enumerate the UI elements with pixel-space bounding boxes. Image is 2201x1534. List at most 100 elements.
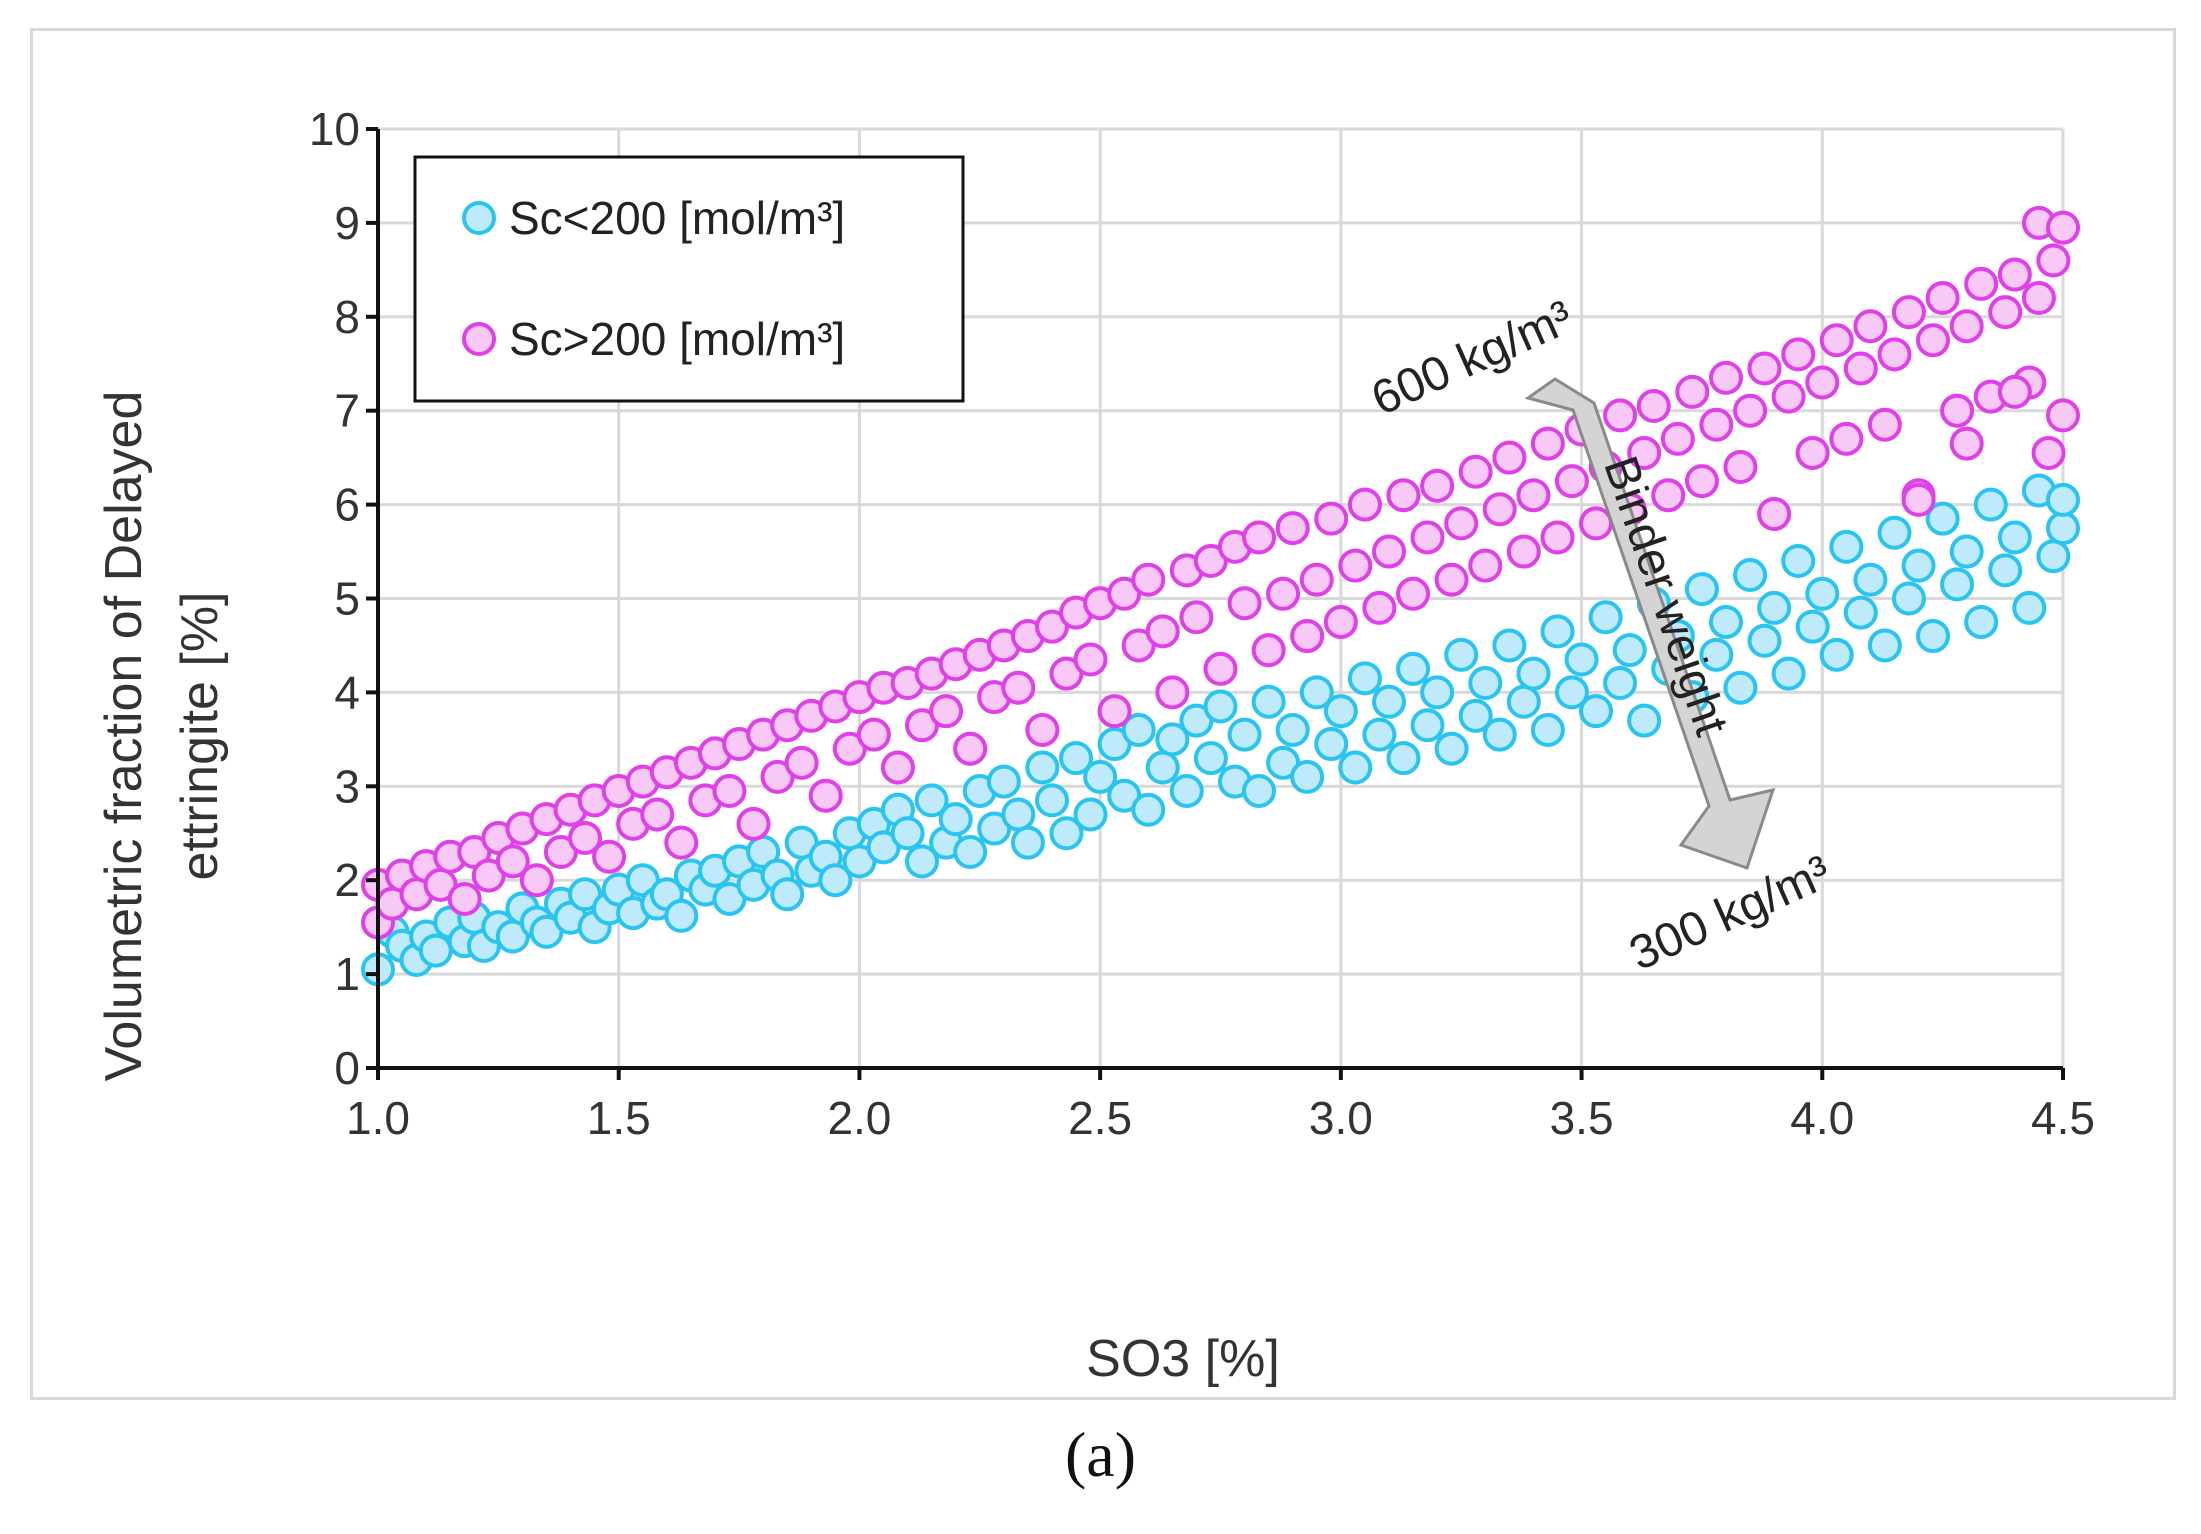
point-sc-greater-200 — [1444, 506, 1479, 541]
point-sc-greater-200 — [856, 717, 891, 752]
y-tick-label: 1 — [334, 948, 360, 1000]
point-sc-less-200 — [1362, 717, 1397, 752]
point-sc-less-200 — [1940, 567, 1975, 602]
point-sc-greater-200 — [1251, 633, 1286, 668]
x-tick-label: 1.0 — [346, 1092, 410, 1144]
y-tick-label: 3 — [334, 760, 360, 812]
point-sc-less-200 — [914, 783, 949, 818]
point-sc-less-200 — [1516, 656, 1551, 691]
point-sc-greater-200 — [1001, 670, 1036, 705]
point-sc-less-200 — [1035, 783, 1069, 818]
point-sc-greater-200 — [1579, 506, 1614, 541]
point-sc-greater-200 — [1290, 619, 1325, 654]
legend-marker-sc-greater-200 — [462, 322, 496, 356]
point-sc-greater-200 — [1925, 281, 1960, 316]
point-sc-greater-200 — [1420, 468, 1455, 503]
point-sc-greater-200 — [1131, 562, 1166, 597]
point-sc-less-200 — [664, 898, 699, 933]
point-sc-less-200 — [1733, 558, 1768, 593]
point-sc-less-200 — [1001, 797, 1036, 832]
figure-caption: (a) — [1064, 1419, 1137, 1490]
point-sc-less-200 — [905, 844, 940, 879]
point-sc-less-200 — [1193, 741, 1228, 776]
point-sc-greater-200 — [953, 731, 988, 766]
point-sc-greater-200 — [1757, 496, 1792, 531]
point-sc-greater-200 — [1386, 478, 1421, 513]
y-tick-label: 0 — [334, 1042, 360, 1094]
legend-label-sc-less-200: Sc<200 [mol/m³] — [509, 192, 845, 244]
point-sc-less-200 — [1227, 717, 1262, 752]
point-sc-greater-200 — [1097, 694, 1132, 729]
point-sc-less-200 — [1025, 750, 1060, 785]
binder-weight-arrow — [1524, 377, 1776, 870]
point-sc-less-200 — [1579, 694, 1614, 729]
point-sc-less-200 — [2046, 482, 2080, 517]
point-sc-greater-200 — [1916, 323, 1951, 358]
point-sc-less-200 — [1468, 666, 1503, 701]
point-sc-greater-200 — [495, 844, 530, 879]
point-sc-less-200 — [1973, 487, 2008, 522]
point-sc-greater-200 — [1805, 365, 1840, 400]
point-sc-less-200 — [1901, 548, 1936, 583]
point-sc-less-200 — [1916, 619, 1951, 654]
point-sc-greater-200 — [1651, 478, 1686, 513]
point-sc-greater-200 — [1603, 398, 1638, 433]
label-600-kg: 600 kg/m³ — [1364, 291, 1581, 426]
x-tick-label: 2.5 — [1068, 1092, 1132, 1144]
point-sc-greater-200 — [1733, 393, 1768, 428]
point-sc-less-200 — [1867, 628, 1902, 663]
point-sc-greater-200 — [2036, 243, 2071, 278]
point-sc-less-200 — [1083, 759, 1118, 794]
y-tick-label: 10 — [309, 103, 360, 155]
point-sc-greater-200 — [1781, 337, 1816, 372]
point-sc-less-200 — [1434, 731, 1469, 766]
point-sc-less-200 — [1684, 572, 1719, 607]
point-sc-less-200 — [1155, 722, 1190, 757]
point-sc-greater-200 — [1554, 464, 1589, 499]
y-tick-label: 4 — [334, 666, 360, 718]
point-sc-greater-200 — [712, 773, 747, 808]
y-axis-title-line-2: ettringite [%] — [171, 591, 229, 880]
point-sc-greater-200 — [1660, 421, 1695, 456]
label-300-kg: 300 kg/m³ — [1622, 846, 1839, 981]
scatter-chart: 0 1 2 3 4 5 6 7 8 9 10 1.0 1.5 2.0 2.5 3.0 3.5 4.0 4.5 SO3… — [95, 103, 2095, 1388]
point-sc-less-200 — [953, 835, 988, 870]
point-sc-greater-200 — [1949, 426, 1984, 461]
point-sc-greater-200 — [1747, 351, 1782, 386]
point-sc-less-200 — [1843, 595, 1878, 630]
point-sc-less-200 — [1723, 670, 1758, 705]
point-sc-greater-200 — [1829, 421, 1864, 456]
y-tick-label: 6 — [334, 479, 360, 531]
point-sc-less-200 — [1010, 825, 1045, 860]
point-sc-greater-200 — [929, 694, 964, 729]
point-sc-less-200 — [1771, 656, 1806, 691]
series-0 — [361, 473, 2080, 987]
point-sc-less-200 — [1482, 717, 1517, 752]
point-sc-less-200 — [770, 877, 805, 912]
legend-marker-sc-less-200 — [462, 201, 496, 235]
point-sc-less-200 — [1420, 675, 1455, 710]
point-sc-less-200 — [1372, 684, 1406, 719]
point-sc-less-200 — [1338, 750, 1373, 785]
point-sc-greater-200 — [568, 820, 603, 855]
point-sc-greater-200 — [1540, 520, 1575, 555]
point-sc-less-200 — [1997, 520, 2032, 555]
point-sc-greater-200 — [1025, 712, 1060, 747]
point-sc-greater-200 — [1323, 604, 1358, 639]
point-sc-less-200 — [1131, 792, 1166, 827]
point-sc-greater-200 — [1242, 520, 1277, 555]
point-sc-greater-200 — [519, 863, 554, 898]
point-sc-greater-200 — [1853, 309, 1888, 344]
point-sc-greater-200 — [736, 806, 771, 841]
point-sc-less-200 — [1444, 637, 1479, 672]
point-sc-less-200 — [1121, 712, 1156, 747]
x-tick-label: 4.0 — [1790, 1092, 1854, 1144]
point-sc-greater-200 — [1940, 393, 1975, 428]
point-sc-greater-200 — [1179, 600, 1214, 635]
point-sc-greater-200 — [1227, 586, 1262, 621]
point-sc-greater-200 — [640, 797, 675, 832]
point-sc-greater-200 — [1988, 295, 2023, 330]
point-sc-less-200 — [890, 816, 925, 851]
point-sc-less-200 — [1877, 515, 1912, 550]
point-sc-less-200 — [2046, 511, 2080, 546]
